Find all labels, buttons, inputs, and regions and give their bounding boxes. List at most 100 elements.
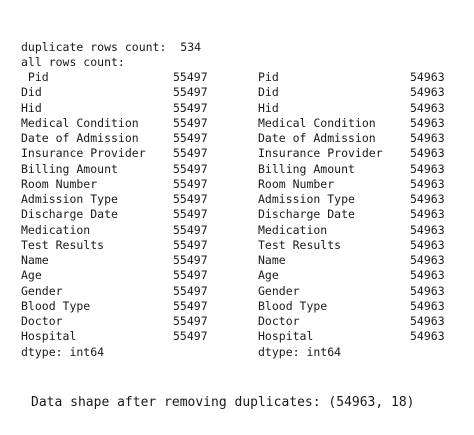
after-column-count: 54963 (410, 237, 445, 252)
after-column-count: 54963 (410, 70, 445, 84)
before-column-count: 55497 (173, 268, 208, 283)
after-column-count: 54963 (410, 329, 445, 344)
before-column-name: Date of Admission (21, 131, 139, 145)
before-column-name: Gender (21, 283, 63, 298)
after-column-count: 54963 (410, 268, 445, 283)
before-column-count: 55497 (173, 329, 208, 344)
after-column-name: Medication (258, 222, 328, 237)
before-column-name: Pid (21, 70, 49, 84)
before-column-name: Room Number (21, 176, 98, 191)
after-row: Hid 54963 (258, 101, 458, 116)
after-column-count: 54963 (410, 85, 445, 100)
before-dtype: dtype: int64 (21, 344, 105, 359)
after-column-name: Hospital (258, 329, 314, 344)
after-row: Discharge Date 54963 (258, 207, 458, 222)
after-column-name: Insurance Provider (258, 146, 383, 161)
after-column-name: Discharge Date (258, 207, 355, 222)
before-column-name: Medication (21, 222, 91, 237)
before-row: Blood Type 55497 (21, 299, 221, 314)
before-column-count: 55497 (173, 161, 208, 176)
after-column-name: Name (258, 253, 286, 267)
before-column-count: 55497 (173, 146, 208, 161)
after-row: Insurance Provider 54963 (258, 146, 458, 161)
before-column-count: 55497 (173, 298, 208, 313)
before-column-count: 55497 (173, 237, 208, 252)
before-row: Name 55497 (21, 253, 221, 268)
duplicate-count-line: duplicate rows count: 534 (21, 40, 201, 55)
before-column-count: 55497 (173, 100, 208, 115)
before-row: Room Number 55497 (21, 177, 221, 192)
before-row: Hospital 55497 (21, 329, 221, 344)
after-column-count: 54963 (410, 253, 445, 267)
after-row: Date of Admission 54963 (258, 131, 458, 146)
before-column-count: 55497 (173, 192, 208, 206)
before-column-count: 55497 (173, 85, 208, 100)
after-column-name: Pid (258, 70, 279, 84)
after-column-count: 54963 (410, 283, 445, 298)
before-row: Pid 55497 (21, 70, 221, 85)
before-column-name: Discharge Date (21, 207, 118, 222)
before-row: Medical Condition 55497 (21, 116, 221, 131)
after-column-name: Gender (258, 283, 300, 298)
before-row: Discharge Date 55497 (21, 207, 221, 222)
before-column-count: 55497 (173, 253, 208, 267)
after-column-name: Test Results (258, 237, 342, 252)
before-column-name: Name (21, 253, 49, 267)
before-row: Admission Type 55497 (21, 192, 221, 207)
before-column-count: 55497 (173, 222, 208, 237)
counts-before-list: Pid 55497 Did 55497 Hid 55497 Medical Conditio… (21, 70, 221, 360)
after-column-count: 54963 (410, 298, 445, 313)
after-row: Admission Type 54963 (258, 192, 458, 207)
before-row: Gender 55497 (21, 284, 221, 299)
before-column-count: 55497 (173, 176, 208, 191)
after-column-count: 54963 (410, 207, 445, 222)
before-column-name: Age (21, 268, 42, 283)
counts-after-list: Pid 54963 Did 54963 Hid 54963 Medical Conditio… (258, 70, 458, 360)
after-column-name: Date of Admission (258, 131, 376, 145)
after-row: Age 54963 (258, 268, 458, 283)
after-column-name: Billing Amount (258, 161, 355, 176)
after-row: Pid 54963 (258, 70, 458, 85)
all-rows-count-label: all rows count: (21, 55, 125, 69)
before-column-count: 55497 (173, 207, 208, 222)
before-column-name: Medical Condition (21, 115, 139, 130)
duplicate-count-value: 534 (180, 40, 202, 54)
before-row: Insurance Provider 55497 (21, 146, 221, 161)
after-row: Blood Type 54963 (258, 299, 458, 314)
before-row: Hid 55497 (21, 101, 221, 116)
after-column-count: 54963 (410, 161, 445, 176)
before-row: Doctor 55497 (21, 314, 221, 329)
before-column-name: Hospital (21, 329, 77, 344)
after-column-name: Admission Type (258, 192, 355, 206)
before-column-name: Hid (21, 100, 42, 115)
duplicate-count-label: duplicate rows count: (21, 40, 167, 54)
after-column-count: 54963 (410, 146, 445, 161)
data-shape-message: Data shape after removing duplicates: (5… (31, 395, 415, 410)
after-column-name: Medical Condition (258, 115, 376, 130)
after-row: Did 54963 (258, 85, 458, 100)
before-row: Medication 55497 (21, 223, 221, 238)
before-row: Billing Amount 55497 (21, 162, 221, 177)
before-column-count: 55497 (173, 115, 208, 130)
after-row: Room Number 54963 (258, 177, 458, 192)
after-column-name: Doctor (258, 314, 300, 328)
after-column-count: 54963 (410, 115, 445, 130)
after-row: Billing Amount 54963 (258, 162, 458, 177)
after-row: Doctor 54963 (258, 314, 458, 329)
after-column-name: Did (258, 85, 279, 100)
after-row: Name 54963 (258, 253, 458, 268)
before-column-name: Doctor (21, 314, 63, 328)
after-column-count: 54963 (410, 131, 445, 145)
before-column-count: 55497 (173, 131, 208, 145)
after-column-count: 54963 (410, 192, 445, 206)
before-column-name: Did (21, 85, 42, 100)
before-row: Date of Admission 55497 (21, 131, 221, 146)
after-row: Gender 54963 (258, 284, 458, 299)
before-column-name: Insurance Provider (21, 146, 146, 161)
before-column-name: Blood Type (21, 298, 91, 313)
before-column-name: Billing Amount (21, 161, 118, 176)
after-column-count: 54963 (410, 176, 445, 191)
after-column-count: 54963 (410, 314, 445, 328)
before-column-count: 55497 (173, 70, 208, 84)
after-row: Hospital 54963 (258, 329, 458, 344)
